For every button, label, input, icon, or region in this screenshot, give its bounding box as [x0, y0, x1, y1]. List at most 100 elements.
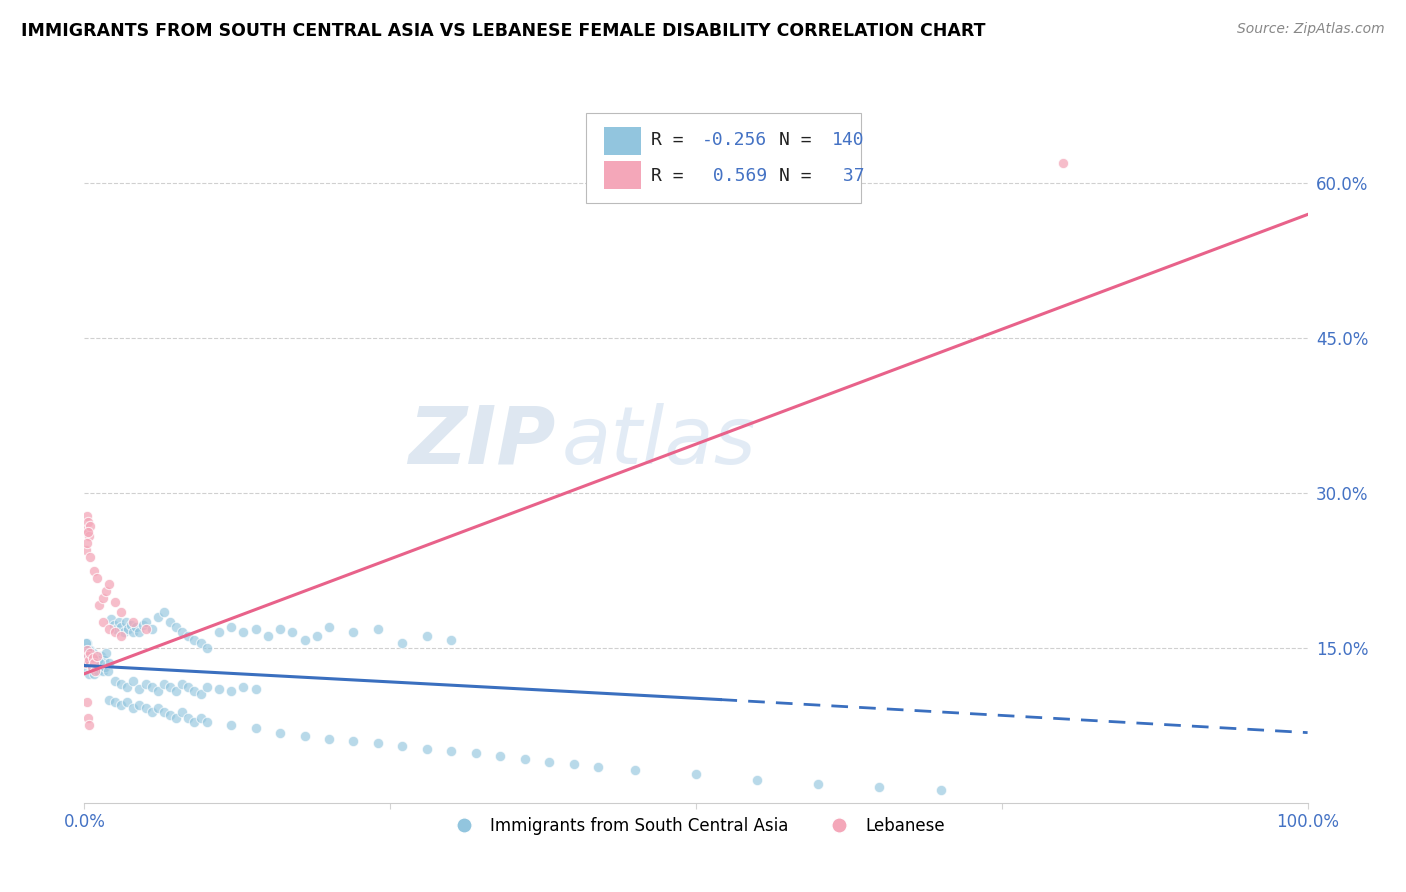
Point [367, 623, 389, 637]
Point [135, 701, 157, 715]
Point [391, 739, 413, 753]
Point [83, 564, 105, 578]
Text: 140: 140 [832, 131, 865, 149]
Point [96, 646, 118, 660]
Text: N =: N = [779, 167, 823, 185]
Point [183, 684, 205, 698]
Point [190, 687, 212, 701]
Legend: Immigrants from South Central Asia, Lebanese: Immigrants from South Central Asia, Leba… [440, 810, 952, 841]
Point [97, 692, 120, 706]
Point [76, 643, 98, 657]
Point [79, 646, 101, 660]
Point [110, 605, 132, 619]
Point [110, 677, 132, 691]
Text: R =: R = [651, 167, 695, 185]
Point [146, 701, 169, 715]
Point [219, 718, 242, 732]
Text: -0.256: -0.256 [702, 131, 768, 149]
Point [208, 682, 231, 697]
Point [141, 705, 163, 719]
Point [153, 605, 176, 619]
Point [305, 629, 328, 643]
Point [464, 746, 486, 760]
Point [245, 682, 267, 697]
Text: atlas: atlas [561, 402, 756, 481]
Point [367, 736, 389, 750]
Point [77, 653, 100, 667]
Point [79, 519, 101, 533]
Point [75, 657, 97, 671]
Point [86, 659, 108, 673]
Point [82, 653, 104, 667]
Point [93, 653, 115, 667]
Point [195, 680, 218, 694]
Point [107, 615, 129, 630]
Point [77, 529, 100, 543]
Point [318, 731, 340, 746]
Point [685, 767, 707, 781]
Point [75, 542, 97, 557]
Point [80, 649, 103, 664]
Point [105, 623, 128, 637]
Point [294, 729, 316, 743]
Point [128, 625, 150, 640]
Point [115, 615, 138, 630]
Point [82, 651, 104, 665]
Point [177, 711, 200, 725]
Point [195, 640, 218, 655]
Point [86, 571, 108, 585]
Point [82, 646, 104, 660]
Point [125, 620, 148, 634]
Point [128, 698, 150, 712]
Point [84, 649, 107, 664]
Point [86, 649, 108, 664]
Point [117, 623, 139, 637]
Point [77, 657, 100, 671]
Point [141, 623, 163, 637]
Point [177, 629, 200, 643]
Point [318, 620, 340, 634]
Point [89, 657, 111, 671]
Point [190, 636, 212, 650]
Point [172, 705, 194, 719]
Point [624, 763, 647, 777]
Point [77, 666, 100, 681]
Point [269, 623, 291, 637]
Point [83, 657, 105, 671]
Point [80, 659, 103, 673]
FancyBboxPatch shape [605, 128, 641, 154]
Point [76, 651, 98, 665]
Point [122, 625, 145, 640]
Point [342, 625, 364, 640]
Point [146, 684, 169, 698]
Point [100, 612, 122, 626]
Point [135, 615, 157, 630]
Point [195, 715, 218, 730]
Point [89, 657, 111, 671]
Point [115, 680, 138, 694]
Point [257, 629, 280, 643]
Point [104, 695, 127, 709]
Point [159, 708, 181, 723]
Point [77, 643, 100, 657]
Point [159, 680, 181, 694]
Point [91, 615, 114, 630]
Point [172, 625, 194, 640]
Point [110, 698, 132, 712]
Point [190, 711, 212, 725]
Text: N =: N = [779, 131, 823, 149]
Point [232, 625, 254, 640]
Point [135, 677, 157, 691]
Point [97, 623, 120, 637]
Point [416, 629, 439, 643]
Point [87, 664, 110, 678]
Point [153, 677, 176, 691]
Point [97, 577, 120, 591]
Point [440, 632, 463, 647]
Point [91, 664, 114, 678]
Point [122, 701, 145, 715]
Point [77, 640, 100, 655]
FancyBboxPatch shape [605, 161, 641, 189]
Point [183, 632, 205, 647]
Text: ZIP: ZIP [408, 402, 555, 481]
